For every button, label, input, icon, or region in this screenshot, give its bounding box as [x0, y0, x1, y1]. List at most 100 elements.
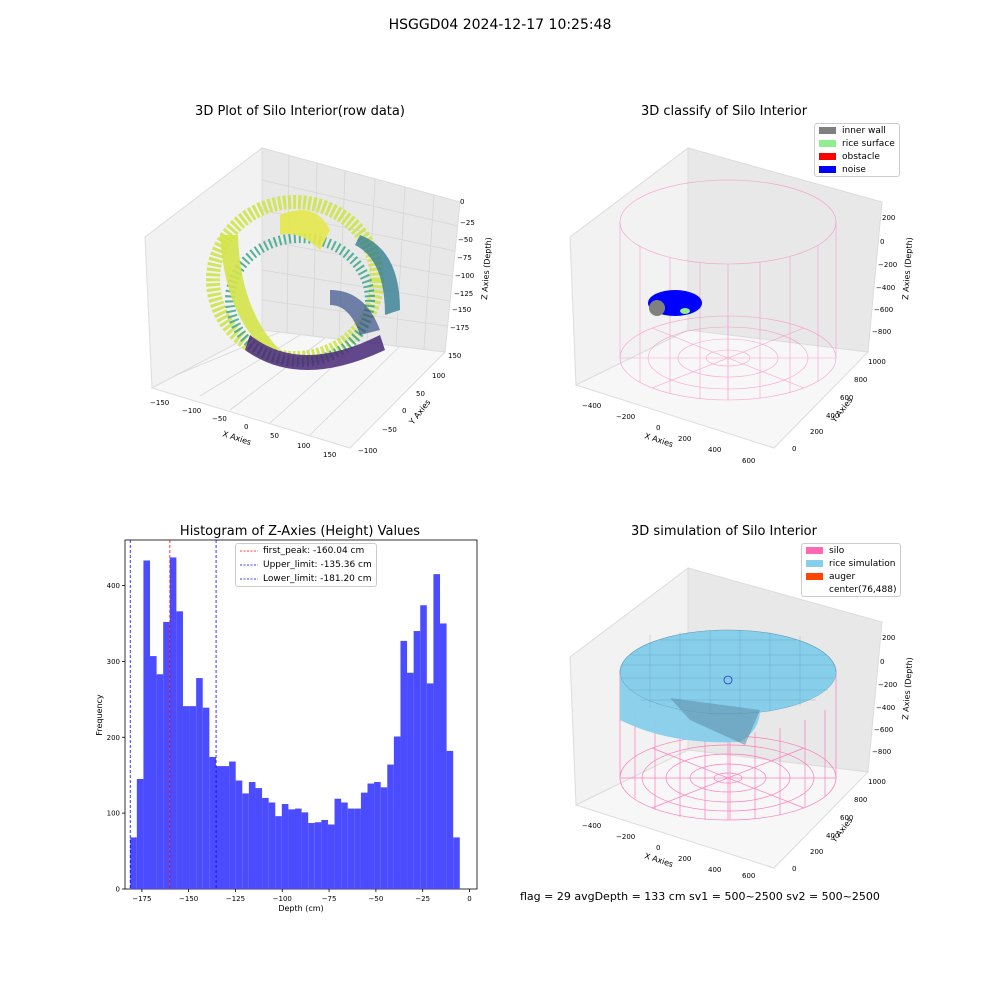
simulation-pane-floor — [574, 749, 870, 869]
simulation-x-axis-label: X Axies — [643, 851, 674, 869]
noise-swatch — [819, 166, 836, 173]
classify-z-tick: −800 — [872, 328, 891, 336]
simulation-z-axis-label: Z Axies (Depth) — [901, 657, 914, 720]
simulation-x-tick: −200 — [616, 833, 635, 841]
histogram-bar — [242, 793, 249, 889]
simulation-y-tick: 400 — [826, 832, 839, 840]
legend-item-upper-limit: Upper_limit: -135.36 cm — [236, 558, 376, 572]
classify-legend: inner wall rice surface obstacle noise — [814, 123, 900, 177]
legend-label: rice simulation — [829, 558, 896, 569]
classify-z-axis-label: Z Axies (Depth) — [901, 237, 914, 300]
y-tick-label: 100 — [107, 810, 120, 818]
x-tick-label: −100 — [273, 895, 292, 903]
raw-x-tick: −150 — [150, 399, 169, 407]
raw-x-tick: 150 — [323, 451, 336, 459]
legend-label: obstacle — [842, 151, 880, 162]
histogram-x-axis-label: Depth (cm) — [278, 904, 323, 913]
histogram-bar — [367, 783, 375, 889]
histogram-bar — [301, 812, 309, 889]
legend-item-lower-limit: Lower_limit: -181.20 cm — [236, 572, 376, 586]
x-tick-label: −125 — [226, 895, 245, 903]
simulation-z-tick: −200 — [878, 681, 897, 689]
raw-y-tick: −50 — [382, 426, 397, 434]
histogram-bar — [202, 707, 210, 889]
legend-item-silo: silo — [802, 544, 900, 557]
raw-z-tick: −100 — [455, 272, 474, 280]
legend-item-auger: auger — [802, 570, 900, 583]
histogram-bar — [262, 797, 269, 889]
raw-z-tick: −50 — [458, 236, 473, 244]
legend-label: inner wall — [842, 125, 886, 136]
raw-y-tick: −100 — [358, 447, 377, 455]
histogram-bar — [255, 788, 263, 889]
classify-y-tick: 600 — [840, 394, 853, 402]
raw-y-tick: 100 — [432, 372, 445, 380]
y-tick-label: 200 — [107, 734, 120, 742]
histogram-chart: −175 −150 −125 −100 −75 −50 −25 0 0 100 200 300 400… — [95, 539, 478, 913]
histogram-bar — [176, 611, 183, 889]
simulation-y-tick: 1000 — [868, 778, 886, 786]
raw-3d-scatter-plot: −150 −100 −50 0 50 100 150 150 100 50 0 … — [144, 146, 493, 459]
raw-z-tick: 0 — [460, 198, 464, 206]
classify-x-tick: 400 — [708, 446, 721, 454]
histogram-bar — [420, 605, 427, 889]
histogram-x-ticks: −175 −150 −125 −100 −75 −50 −25 0 — [132, 889, 472, 903]
legend-item-rice-surface: rice surface — [815, 137, 899, 150]
histogram-bar — [169, 557, 177, 889]
legend-item-obstacle: obstacle — [815, 150, 899, 163]
histogram-bar — [281, 804, 289, 889]
histogram-bar — [163, 621, 170, 889]
classify-point-cloud — [648, 290, 702, 316]
histogram-bar — [288, 809, 296, 889]
simulation-z-tick: 0 — [880, 658, 884, 666]
histogram-bar — [321, 819, 328, 889]
legend-label: rice surface — [842, 138, 895, 149]
classify-x-tick: 0 — [656, 424, 660, 432]
raw-y-tick: 50 — [416, 390, 425, 398]
histogram-bar — [413, 631, 421, 889]
raw-z-tick: −125 — [454, 290, 473, 298]
classify-3d-plot: −400 −200 0 200 400 600 1000 800 600 400… — [569, 146, 914, 465]
simulation-x-tick: 600 — [742, 872, 755, 880]
raw-z-tick: −75 — [457, 254, 472, 262]
histogram-bar — [136, 778, 144, 889]
histogram-bar — [374, 782, 381, 889]
x-tick-label: −150 — [179, 895, 198, 903]
simulation-3d-plot: −400 −200 0 200 400 600 1000 800 600 400… — [569, 566, 914, 880]
histogram-bar — [334, 798, 342, 889]
x-tick-label: −175 — [132, 895, 151, 903]
raw-x-tick: 0 — [244, 423, 248, 431]
raw-y-axis-label: Y Axies — [407, 398, 433, 427]
x-tick-label: −50 — [369, 895, 384, 903]
histogram-bar — [433, 574, 441, 889]
histogram-bar — [453, 837, 460, 889]
classify-pane-back — [687, 147, 883, 353]
classify-y-tick: 800 — [854, 376, 867, 384]
center-swatch — [806, 586, 823, 593]
histogram-bar — [380, 787, 388, 889]
legend-item-rice-simulation: rice simulation — [802, 557, 900, 570]
legend-label: noise — [842, 164, 866, 175]
raw-x-tick: 100 — [297, 442, 310, 450]
y-tick-label: 400 — [107, 582, 120, 590]
classify-z-tick: 0 — [880, 238, 884, 246]
simulation-y-tick: 0 — [792, 865, 796, 873]
legend-label: Lower_limit: -181.20 cm — [263, 574, 372, 584]
legend-item-noise: noise — [815, 163, 899, 176]
histogram-bar — [347, 808, 355, 889]
raw-x-tick: −100 — [182, 407, 201, 415]
raw-x-tick: −50 — [212, 415, 227, 423]
classify-z-tick: −400 — [876, 284, 895, 292]
simulation-z-tick: −600 — [874, 726, 893, 734]
histogram-bar — [295, 808, 302, 889]
histogram-bar — [268, 802, 276, 889]
silo-swatch — [806, 547, 823, 554]
classify-y-tick: 0 — [792, 445, 796, 453]
simulation-y-tick: 600 — [840, 814, 853, 822]
inner-wall-swatch — [819, 127, 836, 134]
simulation-x-tick: 0 — [656, 844, 660, 852]
histogram-bar — [196, 678, 203, 889]
raw-y-tick: 150 — [448, 352, 461, 360]
raw-x-tick: 50 — [270, 432, 279, 440]
legend-label: Upper_limit: -135.36 cm — [263, 560, 372, 570]
